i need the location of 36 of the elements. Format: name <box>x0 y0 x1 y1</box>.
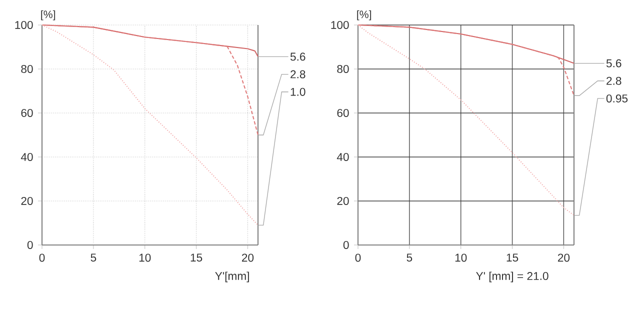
line-series <box>357 24 575 216</box>
line-series <box>357 24 575 96</box>
y-tick-label: 100 <box>331 20 349 29</box>
y-axis-title: [%] <box>41 10 56 20</box>
text: 5.6 <box>290 52 306 61</box>
y-tick-label: 40 <box>336 152 349 161</box>
y-tick-label: 0 <box>343 240 349 249</box>
x-tick-label: 20 <box>558 254 570 262</box>
x-tick-label: 5 <box>90 254 96 262</box>
text: 0.95 <box>606 94 628 102</box>
x-tick-label: 5 <box>406 254 412 262</box>
text: 5.6 <box>606 59 622 68</box>
y-tick-label: 60 <box>21 108 33 117</box>
y-tick-label: 40 <box>20 152 33 161</box>
text: 1.0 <box>290 88 306 96</box>
x-tick-label: 0 <box>355 254 361 262</box>
y-axis-title: [%] <box>357 10 372 20</box>
x-tick-label: 20 <box>242 254 254 262</box>
x-tick-label: 0 <box>39 254 45 262</box>
y-tick-label: 80 <box>337 64 349 73</box>
x-tick-label: 15 <box>190 254 202 262</box>
line-series <box>41 24 259 136</box>
x-tick-label: 10 <box>139 254 151 262</box>
y-tick-label: 60 <box>337 108 349 117</box>
y-tick-label: 20 <box>21 196 33 205</box>
x-axis-title: Y' [mm] = 21.0 <box>476 272 548 282</box>
x-axis-title: Y'[mm] <box>215 272 249 282</box>
text: 2.8 <box>606 76 622 85</box>
line-series <box>41 24 259 226</box>
x-tick-label: 10 <box>455 254 467 262</box>
y-tick-label: 100 <box>15 20 33 29</box>
y-tick-label: 20 <box>337 196 349 205</box>
text: 2.8 <box>290 70 306 78</box>
y-tick-label: 80 <box>21 64 33 73</box>
x-tick-label: 15 <box>506 254 518 262</box>
y-tick-label: 0 <box>27 240 33 249</box>
